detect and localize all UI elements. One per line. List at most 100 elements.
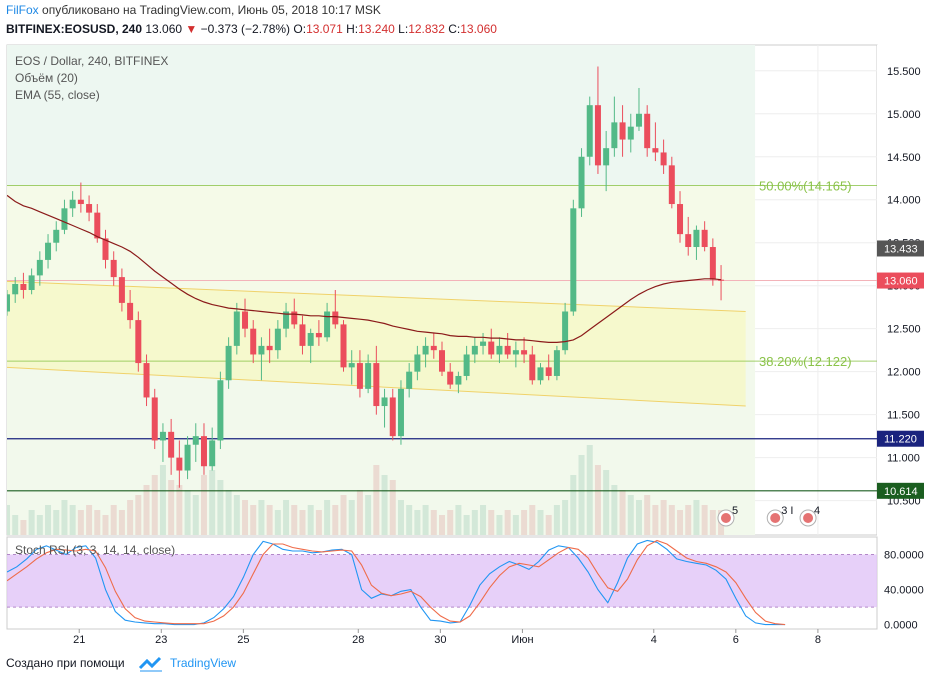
candle-body	[36, 259, 43, 276]
volume-bar	[209, 470, 216, 535]
volume-bar	[7, 505, 10, 535]
candle-body	[668, 165, 675, 205]
author-link[interactable]: FilFox	[6, 3, 39, 17]
candle-body	[332, 311, 339, 325]
volume-bar	[685, 505, 692, 535]
open-value: 13.071	[306, 22, 343, 36]
volume-bar	[250, 505, 257, 535]
candle-body	[200, 436, 207, 467]
candle-body	[324, 311, 331, 338]
tradingview-logo-icon[interactable]	[138, 654, 164, 674]
candle-body	[537, 367, 544, 381]
candle-body	[455, 375, 462, 385]
volume-bar	[521, 510, 528, 535]
legend-ema: EMA (55, close)	[15, 88, 100, 102]
candle-body	[53, 229, 60, 243]
volume-bar	[151, 475, 158, 535]
time-tick: 30	[434, 634, 446, 646]
candle-body	[603, 148, 610, 166]
candle-body	[242, 311, 249, 329]
volume-bar	[488, 510, 495, 535]
volume-bar	[693, 500, 700, 535]
volume-bar	[348, 500, 355, 535]
time-tick: 28	[352, 634, 364, 646]
volume-bar	[53, 510, 60, 535]
candle-body	[439, 350, 445, 372]
footer: Создано при помощи TradingView	[0, 648, 937, 684]
level-tag-bg	[877, 430, 924, 447]
candle-body	[578, 156, 585, 209]
volume-bar	[644, 495, 651, 535]
candle-body	[504, 345, 511, 355]
time-tick: 4	[651, 634, 657, 646]
price-tick: 14.000	[887, 195, 921, 207]
price-change: −0.373 (−2.78%)	[200, 22, 291, 36]
candle-body	[110, 259, 117, 278]
volume-bar	[652, 505, 659, 535]
candle-body	[143, 363, 150, 398]
candle-body	[406, 371, 413, 389]
down-arrow-icon: ▼	[185, 22, 198, 36]
low-value: 12.832	[408, 22, 445, 36]
volume-bar	[127, 500, 134, 535]
candle-body	[307, 332, 314, 346]
stoch-line-d	[7, 539, 786, 626]
price-axis[interactable]	[877, 45, 937, 629]
volume-bar	[635, 500, 642, 535]
event-markers[interactable]: 5 3 I 4	[717, 505, 820, 527]
volume-bar	[545, 515, 552, 535]
candle-body	[20, 283, 27, 290]
time-tick: 8	[815, 634, 821, 646]
candle-body	[701, 229, 708, 248]
legend-series-title: EOS / Dollar, 240, BITFINEX	[15, 54, 168, 68]
candle-body	[274, 328, 281, 351]
volume-bar	[562, 500, 569, 535]
candle-body	[480, 341, 487, 346]
volume-bar	[463, 515, 470, 535]
time-axis[interactable]: 21 23 25 28 30 Июн 4 6 8	[73, 629, 821, 646]
quote-line: BITFINEX:EOSUSD, 240 13.060 ▼ −0.373 (−2…	[6, 22, 497, 36]
chart-header: FilFox опубликовано на TradingView.com, …	[0, 0, 937, 42]
volume-bar	[553, 505, 560, 535]
volume-bar	[397, 500, 404, 535]
candle-body	[635, 113, 642, 127]
candle-body	[176, 457, 183, 471]
fib-labels: 50.00%(14.165) 38.20%(12.122)	[759, 179, 852, 370]
volume-bar	[594, 465, 601, 535]
candle-body	[69, 199, 76, 209]
volume-bar	[176, 485, 183, 535]
tradingview-link[interactable]: TradingView	[170, 656, 237, 670]
volume-bar	[701, 505, 708, 535]
low-label: L:	[398, 22, 409, 36]
candle-body	[348, 363, 355, 368]
volume-bar	[455, 505, 462, 535]
volume-bar	[324, 500, 331, 535]
candle-body	[365, 363, 372, 389]
volume-bar	[266, 505, 273, 535]
volume-bar	[159, 465, 166, 535]
candle-body	[397, 388, 404, 437]
level-tag: 11.220	[884, 434, 917, 446]
volume-bar	[20, 520, 27, 535]
candle-body	[135, 320, 142, 364]
price-tick: 15.000	[887, 109, 921, 121]
price-tag: 13.433	[884, 243, 918, 255]
volume-bar	[192, 495, 199, 535]
open-label: O:	[293, 22, 307, 36]
candle-body	[447, 371, 454, 385]
candle-body	[512, 350, 519, 355]
volume-bar	[332, 505, 339, 535]
event-dot	[720, 513, 731, 523]
candle-body	[86, 204, 93, 213]
volume-bar	[356, 490, 363, 535]
candle-body	[151, 397, 158, 441]
candle-body	[159, 431, 166, 441]
stoch-tick: 0.0000	[884, 620, 918, 632]
volume-bar	[373, 465, 380, 535]
stoch-tick: 80.0000	[884, 550, 924, 562]
level-tag-bg	[877, 482, 924, 499]
volume-bar	[365, 495, 372, 535]
candle-body	[611, 122, 618, 149]
volume-bar	[389, 480, 396, 535]
chart-area[interactable]: 50.00%(14.165) 38.20%(12.122) 5 3 I 4 EOS /…	[0, 42, 937, 648]
